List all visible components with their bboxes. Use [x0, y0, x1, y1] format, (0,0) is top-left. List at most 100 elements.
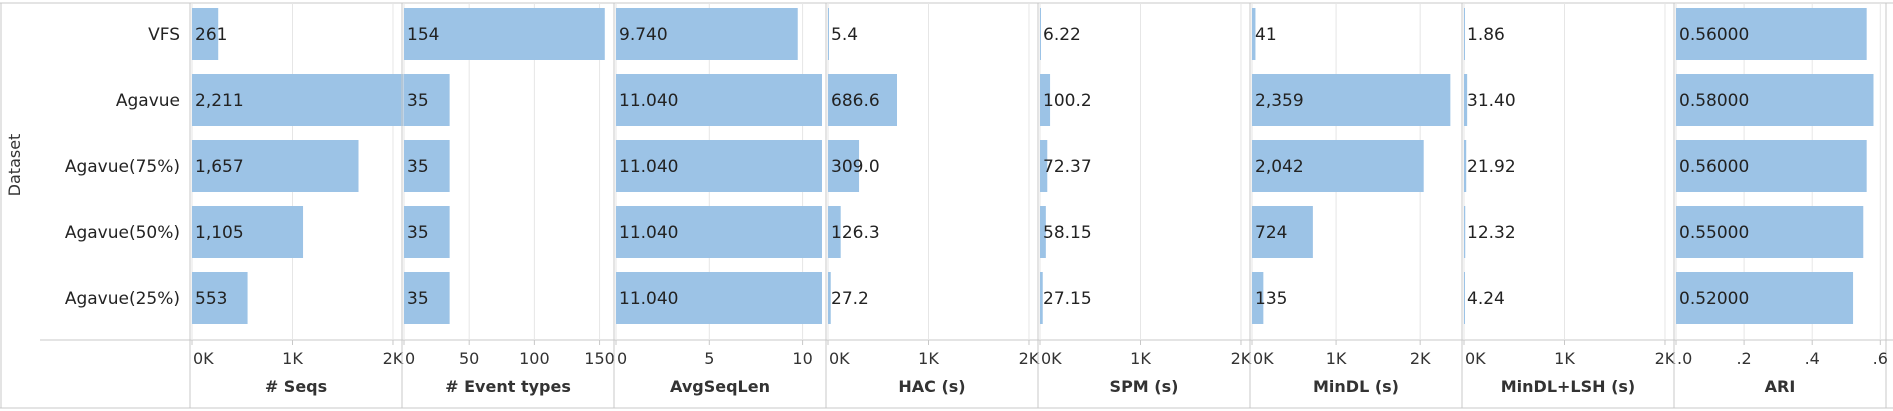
bar: [1252, 272, 1264, 324]
data-label: 0.55000: [1679, 223, 1749, 243]
bar: [1676, 8, 1867, 60]
tick-label: 50: [459, 349, 479, 368]
data-label: 11.040: [619, 289, 678, 309]
data-label: 6.22: [1043, 25, 1081, 45]
bar: [828, 272, 831, 324]
data-label: 58.15: [1043, 223, 1092, 243]
data-label: 11.040: [619, 157, 678, 177]
tick-label: 1K: [1326, 349, 1347, 368]
panel: 6.22 100.2 72.37 58.15 27.15 0K 1K 2K SPM (s): [1037, 3, 1252, 408]
row-axis-title: Dataset: [5, 134, 24, 197]
tick-label: 1K: [282, 349, 303, 368]
data-label: 154: [407, 25, 439, 45]
data-label: 261: [195, 25, 227, 45]
tick-label: .6: [1873, 349, 1888, 368]
data-label: 126.3: [831, 223, 880, 243]
bar: [1676, 74, 1874, 126]
data-label: 100.2: [1043, 91, 1092, 111]
data-label: 135: [1255, 289, 1287, 309]
tick-label: 0: [405, 349, 415, 368]
data-label: 1,657: [195, 157, 244, 177]
bar: [1252, 206, 1313, 258]
data-label: 2,211: [195, 91, 244, 111]
axis-title: AvgSeqLen: [670, 377, 770, 396]
data-label: 72.37: [1043, 157, 1092, 177]
row-label: Agavue(50%): [65, 223, 180, 243]
bar: [1040, 140, 1048, 192]
panel: 0.56000 0.58000 0.56000 0.55000 0.52000 .0 .2.…: [1673, 3, 1888, 408]
bar: [1252, 140, 1424, 192]
data-label: 35: [407, 91, 429, 111]
bar: [192, 74, 415, 126]
bar: [192, 272, 248, 324]
bar: [192, 140, 359, 192]
bar: [828, 8, 829, 60]
tick-label: 0K: [193, 349, 214, 368]
tick-label: 0K: [1465, 349, 1486, 368]
bar: [404, 74, 450, 126]
axis-title: MinDL (s): [1313, 377, 1399, 396]
data-label: 41: [1255, 25, 1277, 45]
tick-label: .4: [1805, 349, 1820, 368]
data-label: 1.86: [1467, 25, 1505, 45]
panel: 9.740 11.040 11.040 11.040 11.040 0 5 10 AvgSeqL…: [613, 3, 822, 408]
tick-label: 2K: [1019, 349, 1040, 368]
tick-label: 2K: [1231, 349, 1252, 368]
tick-label: 1K: [1130, 349, 1151, 368]
row-label: VFS: [148, 25, 180, 45]
axis-title: MinDL+LSH (s): [1501, 377, 1636, 396]
tick-label: 5: [704, 349, 714, 368]
bar: [1040, 8, 1041, 60]
data-label: 686.6: [831, 91, 880, 111]
axis-title: SPM (s): [1110, 377, 1179, 396]
tick-label: 2K: [1655, 349, 1676, 368]
data-label: 5.4: [831, 25, 858, 45]
data-label: 27.2: [831, 289, 869, 309]
panel: 41 2,359 2,042 724 135 0K 1K 2K MinDL (s): [1249, 3, 1451, 408]
data-label: 309.0: [831, 157, 880, 177]
tick-label: 10: [792, 349, 812, 368]
tick-label: .0: [1677, 349, 1692, 368]
tick-label: 100: [519, 349, 550, 368]
axis-title: # Seqs: [265, 377, 327, 396]
bar: [1040, 206, 1046, 258]
tick-label: 0K: [1253, 349, 1274, 368]
tick-label: 0K: [829, 349, 850, 368]
data-label: 9.740: [619, 25, 668, 45]
bar: [616, 140, 822, 192]
bar: [1676, 272, 1854, 324]
tick-label: 150: [584, 349, 615, 368]
data-label: 35: [407, 223, 429, 243]
panel: 5.4 686.6 309.0 126.3 27.2 0K 1K 2K HAC (s): [825, 3, 1040, 408]
bar: [1040, 74, 1051, 126]
axis-title: ARI: [1765, 377, 1796, 396]
tick-label: 0K: [1041, 349, 1062, 368]
data-label: 2,042: [1255, 157, 1304, 177]
data-label: 31.40: [1467, 91, 1516, 111]
bar: [616, 74, 822, 126]
bar: [404, 206, 450, 258]
row-label: Agavue(75%): [65, 157, 180, 177]
data-label: 12.32: [1467, 223, 1516, 243]
tick-label: 1K: [918, 349, 939, 368]
bar: [828, 74, 897, 126]
axis-title: # Event types: [445, 377, 571, 396]
bar: [1676, 140, 1867, 192]
bar: [1040, 272, 1043, 324]
panels: 261 2,211 1,657 1,105 553 0K 1K 2K # Seqs 154 35 35…: [189, 3, 1888, 408]
data-label: 4.24: [1467, 289, 1505, 309]
panel: 1.86 31.40 21.92 12.32 4.24 0K 1K 2K MinDL+LSH (…: [1461, 3, 1676, 408]
row-labels: VFS Agavue Agavue(75%) Agavue(50%) Agavue(25…: [65, 25, 180, 309]
tick-label: .2: [1736, 349, 1751, 368]
data-label: 2,359: [1255, 91, 1304, 111]
panel: 261 2,211 1,657 1,105 553 0K 1K 2K # Seqs: [189, 3, 415, 408]
bar: [616, 8, 798, 60]
bar: [1252, 8, 1256, 60]
bar: [404, 272, 450, 324]
tick-label: 0: [617, 349, 627, 368]
data-label: 1,105: [195, 223, 244, 243]
bar: [1464, 74, 1468, 126]
data-label: 553: [195, 289, 227, 309]
